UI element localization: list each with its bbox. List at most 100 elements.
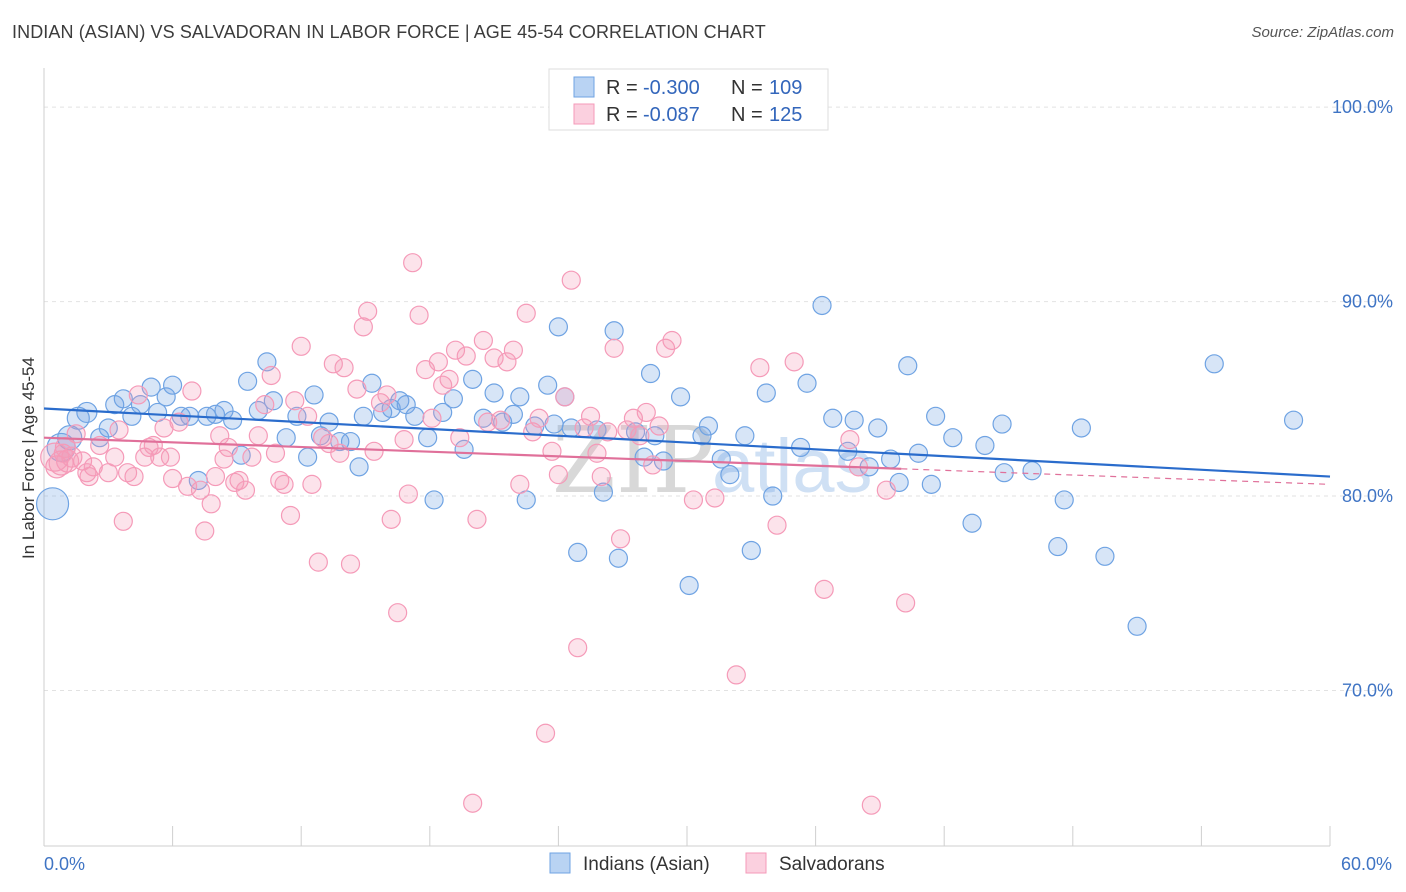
- x-tick-label-min: 0.0%: [44, 854, 85, 874]
- series-0-point-23: [238, 371, 258, 391]
- series-1-point-32: [218, 437, 238, 458]
- series-1-point-81: [497, 352, 517, 372]
- series-1-point-119: [896, 593, 916, 613]
- series-1-point-55: [347, 379, 367, 399]
- series-0-point-36: [353, 406, 373, 426]
- series-1-point-99: [610, 529, 631, 549]
- series-1-point-109: [705, 488, 725, 508]
- series-0-point-98: [992, 414, 1012, 434]
- y-tick-label-3: 70.0%: [1342, 680, 1393, 700]
- bottom-legend-label-salvadorans: Salvadorans: [779, 854, 885, 875]
- series-1-point-31: [214, 449, 234, 469]
- y-tick-label-0: 100.0%: [1332, 97, 1393, 117]
- series-1-point-112: [767, 515, 787, 535]
- series-0-point-42: [405, 406, 425, 426]
- series-1-point-69: [428, 352, 448, 372]
- series-1-point-107: [662, 330, 682, 351]
- series-1-point-54: [340, 554, 361, 574]
- series-0-point-29: [298, 447, 318, 467]
- series-0-point-95: [943, 428, 963, 448]
- series-0-point-35: [349, 457, 369, 477]
- series-1-point-113: [784, 352, 804, 372]
- series-0-point-58: [548, 317, 569, 337]
- correlation-legend: R = -0.300 N = 109 R = -0.087 N = 125: [548, 68, 829, 131]
- series-0-point-8: [113, 389, 133, 409]
- series-1-point-63: [394, 430, 414, 450]
- series-1-point-77: [473, 330, 493, 351]
- legend-r-value-2: -0.087: [643, 104, 700, 126]
- series-1-point-102: [630, 426, 650, 446]
- series-1-point-7: [83, 457, 103, 477]
- series-0-point-50: [484, 383, 504, 403]
- series-0-point-46: [443, 389, 463, 409]
- series-0-point-102: [1054, 490, 1074, 510]
- bottom-legend-swatch-indians: [549, 852, 571, 874]
- series-0-point-30: [304, 385, 324, 405]
- series-0-point-96: [962, 513, 982, 533]
- series-1-point-39: [261, 365, 281, 386]
- series-1-point-86: [529, 408, 549, 428]
- legend-swatch-salvadorans: [573, 103, 595, 125]
- series-1-point-106: [655, 338, 676, 358]
- series-0-point-76: [720, 465, 740, 485]
- legend-n-value-1: 109: [769, 77, 802, 99]
- bottom-legend-label-indians: Indians (Asian): [583, 854, 710, 875]
- series-1-point-94: [580, 406, 601, 426]
- y-tick-label-2: 80.0%: [1342, 486, 1393, 506]
- series-1-point-108: [683, 490, 704, 510]
- series-1-point-29: [205, 466, 226, 487]
- series-1-point-61: [381, 509, 401, 529]
- series-0-point-48: [463, 369, 483, 389]
- chart-source: Source: ZipAtlas.com: [1251, 24, 1394, 41]
- series-1-point-65: [403, 253, 423, 273]
- series-1-point-95: [587, 443, 607, 463]
- series-1-point-118: [876, 480, 896, 500]
- series-1-point-105: [649, 416, 669, 436]
- series-1-point-35: [235, 480, 256, 500]
- series-1-trend-extension: [901, 468, 1331, 485]
- x-ticks: [43, 826, 1331, 846]
- grid-lines: [44, 106, 1392, 691]
- series-1-point-27: [195, 521, 215, 541]
- legend-n-label-1: N =: [731, 77, 763, 99]
- series-0-point-86: [844, 410, 864, 430]
- series-1-point-28: [201, 494, 221, 514]
- series-1-point-66: [409, 305, 429, 325]
- legend-n-value-2: 125: [769, 104, 802, 126]
- series-0-point-88: [868, 418, 888, 438]
- series-0-point-43: [418, 428, 438, 448]
- series-0-point-103: [1071, 418, 1091, 438]
- series-0-point-101: [1048, 536, 1068, 557]
- series-1-point-48: [308, 552, 328, 572]
- series-0-point-82: [797, 373, 817, 393]
- series-1-point-53: [334, 358, 354, 378]
- series-1-point-43: [280, 505, 301, 526]
- series-0-point-93: [921, 474, 941, 494]
- series-1-point-98: [604, 338, 624, 358]
- series-1-point-56: [353, 317, 373, 337]
- series-0-point-107: [1283, 410, 1304, 430]
- series-1-trend-line: [43, 436, 902, 470]
- series-0-point-72: [679, 575, 699, 596]
- series-1-point-92: [568, 638, 588, 658]
- x-tick-label-max: 60.0%: [1341, 854, 1392, 874]
- series-0-point-45: [433, 402, 453, 423]
- series-1-point-115: [840, 430, 860, 450]
- chart-title: INDIAN (ASIAN) VS SALVADORAN IN LABOR FO…: [12, 22, 766, 42]
- series-0-point-0: [35, 487, 70, 521]
- series-1-point-79: [484, 348, 504, 368]
- legend-swatch-indians: [573, 76, 595, 98]
- bottom-legend-swatch-salvadorans: [745, 852, 767, 874]
- series-0-point-13: [156, 387, 176, 407]
- legend-r-value-1: -0.300: [643, 77, 700, 99]
- series-1-point-110: [726, 665, 746, 685]
- series-1-point-59: [370, 393, 391, 413]
- series-0-point-64: [604, 321, 624, 341]
- series-0-point-71: [670, 387, 691, 407]
- series-1-point-19: [150, 447, 170, 467]
- series-1-point-20: [154, 418, 174, 438]
- series-1-point-44: [285, 391, 305, 411]
- series-1-point-38: [255, 395, 275, 415]
- series-1-point-15: [128, 385, 148, 405]
